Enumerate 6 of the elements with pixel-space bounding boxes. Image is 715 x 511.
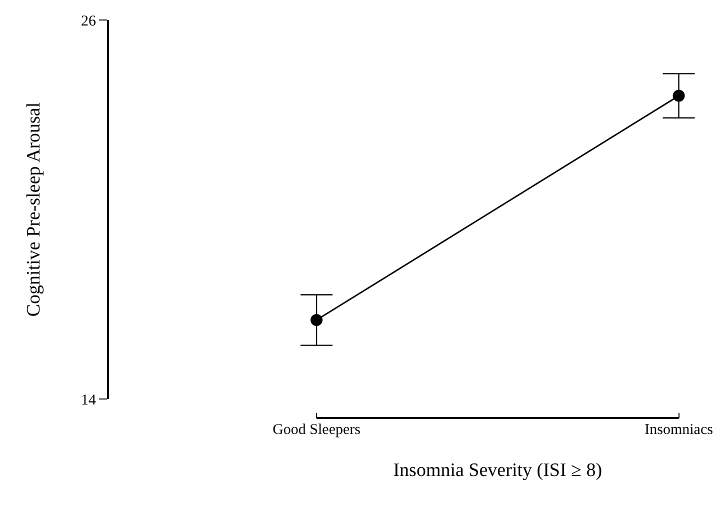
x-tick-label: Insomniacs xyxy=(644,422,714,438)
x-axis-title: Insomnia Severity (ISI ≥ 8) xyxy=(393,460,602,481)
y-axis-title: Cognitive Pre-sleep Arousal xyxy=(23,102,44,317)
x-tick-label: Good Sleepers xyxy=(272,422,361,438)
y-tick-label: 26 xyxy=(81,13,96,30)
y-tick-label: 14 xyxy=(81,392,96,408)
